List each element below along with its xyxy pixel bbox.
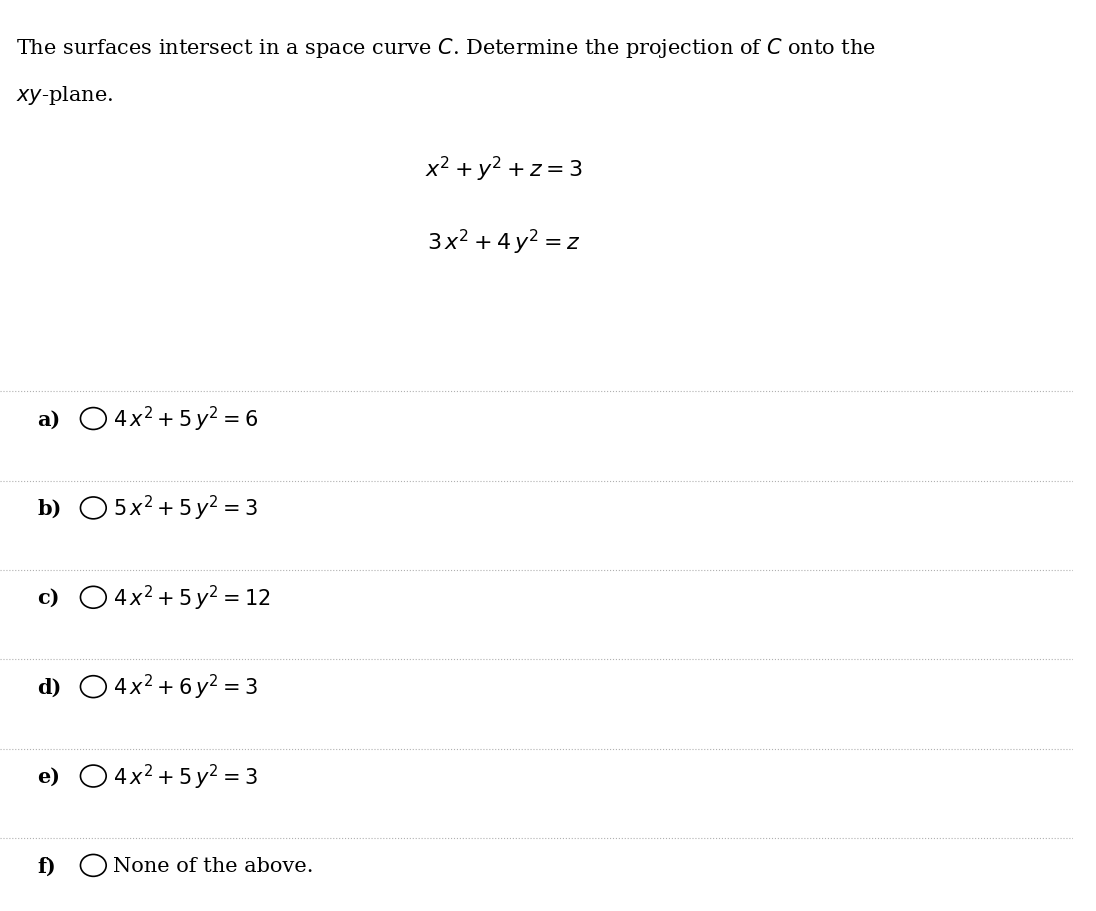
- Text: $x^2 + y^2 + z = 3$: $x^2 + y^2 + z = 3$: [425, 155, 583, 184]
- Text: $4\,x^2 + 5\,y^2 = 12$: $4\,x^2 + 5\,y^2 = 12$: [113, 583, 270, 612]
- Text: a): a): [37, 409, 60, 429]
- Text: $4\,x^2 + 6\,y^2 = 3$: $4\,x^2 + 6\,y^2 = 3$: [113, 672, 258, 701]
- Text: e): e): [37, 766, 60, 786]
- Text: $4\,x^2 + 5\,y^2 = 6$: $4\,x^2 + 5\,y^2 = 6$: [113, 404, 258, 434]
- Text: f): f): [37, 855, 56, 875]
- Text: None of the above.: None of the above.: [113, 856, 313, 875]
- Text: The surfaces intersect in a space curve $C$. Determine the projection of $C$ ont: The surfaces intersect in a space curve …: [16, 36, 876, 60]
- Text: d): d): [37, 677, 61, 697]
- Text: $xy$-plane.: $xy$-plane.: [16, 84, 113, 107]
- Text: $3\,x^2 + 4\,y^2 = z$: $3\,x^2 + 4\,y^2 = z$: [427, 228, 581, 257]
- Text: b): b): [37, 498, 61, 518]
- Text: $4\,x^2 + 5\,y^2 = 3$: $4\,x^2 + 5\,y^2 = 3$: [113, 762, 258, 791]
- Text: $5\,x^2 + 5\,y^2 = 3$: $5\,x^2 + 5\,y^2 = 3$: [113, 494, 258, 523]
- Text: c): c): [37, 588, 60, 608]
